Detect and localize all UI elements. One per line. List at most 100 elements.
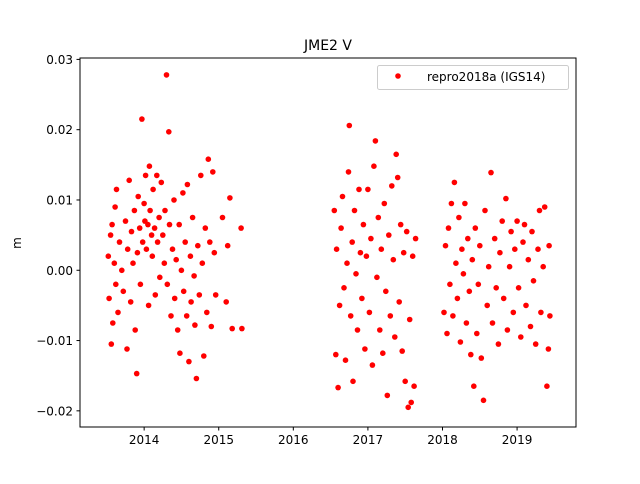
- data-point: [475, 281, 482, 288]
- data-point: [396, 299, 403, 305]
- y-tick-label: 0.00: [46, 264, 73, 278]
- data-point: [174, 327, 181, 333]
- data-point: [441, 309, 447, 316]
- data-point: [442, 242, 449, 249]
- data-point: [189, 214, 196, 221]
- data-point: [333, 246, 340, 252]
- data-point: [239, 325, 245, 332]
- data-point: [120, 288, 127, 295]
- data-point: [134, 249, 141, 256]
- data-point: [124, 346, 130, 352]
- data-point: [349, 239, 356, 245]
- data-point: [357, 249, 364, 256]
- data-point: [412, 235, 419, 242]
- data-point: [109, 221, 115, 228]
- data-point: [372, 138, 379, 144]
- data-point: [180, 288, 187, 295]
- data-point: [538, 309, 544, 316]
- data-point: [204, 309, 210, 316]
- y-tick-label: 0.03: [46, 53, 73, 67]
- data-point: [191, 273, 197, 279]
- data-point: [512, 246, 518, 252]
- data-point: [387, 313, 394, 319]
- data-point: [171, 197, 177, 203]
- data-point: [451, 179, 458, 186]
- data-point: [166, 129, 172, 135]
- data-point: [211, 249, 218, 256]
- data-point: [105, 253, 112, 259]
- data-point: [444, 330, 450, 337]
- data-point: [188, 299, 194, 305]
- data-point: [229, 325, 235, 332]
- data-point: [187, 253, 194, 259]
- data-point: [363, 253, 370, 259]
- data-point: [530, 278, 537, 284]
- data-point: [460, 271, 467, 277]
- x-axis-ticks: 2014 2015 2016 2017 2018 2019: [129, 427, 532, 447]
- data-point: [447, 281, 453, 288]
- data-point: [224, 242, 231, 249]
- data-point: [192, 322, 198, 328]
- data-point: [377, 327, 383, 333]
- data-point: [110, 320, 116, 326]
- data-point: [107, 232, 114, 238]
- data-point: [457, 339, 464, 345]
- legend-label: repro2018a (IGS14): [427, 70, 545, 84]
- data-point: [115, 309, 121, 316]
- y-tick-label: −0.02: [36, 404, 73, 418]
- data-point: [485, 263, 492, 270]
- data-point: [119, 267, 125, 274]
- data-point: [196, 292, 203, 298]
- data-point: [162, 207, 168, 214]
- data-point: [406, 316, 413, 323]
- data-point: [503, 195, 509, 202]
- data-point: [468, 351, 474, 358]
- data-point: [365, 186, 371, 193]
- data-point: [205, 156, 212, 162]
- data-point: [135, 193, 141, 200]
- data-point: [399, 348, 406, 354]
- data-point: [462, 200, 468, 207]
- data-point: [540, 263, 546, 270]
- data-point: [380, 350, 386, 357]
- data-point: [154, 239, 161, 245]
- data-point: [168, 313, 174, 319]
- data-point: [169, 246, 176, 252]
- data-point: [208, 323, 215, 330]
- data-point: [368, 235, 374, 242]
- data-point: [500, 295, 507, 302]
- data-point: [128, 228, 135, 235]
- data-point: [384, 392, 391, 399]
- data-point: [131, 207, 138, 214]
- data-point: [130, 260, 136, 267]
- data-point: [178, 267, 185, 274]
- data-point: [448, 200, 455, 207]
- data-point: [445, 225, 452, 231]
- x-tick-label: 2015: [203, 433, 234, 447]
- data-point: [122, 218, 129, 224]
- data-point: [219, 214, 226, 221]
- data-point: [409, 253, 416, 259]
- x-tick-label: 2016: [278, 433, 309, 447]
- data-point: [515, 285, 522, 291]
- data-point: [393, 151, 400, 158]
- data-point: [359, 295, 365, 302]
- data-point: [345, 169, 352, 175]
- data-point: [351, 207, 358, 214]
- data-point: [347, 313, 354, 319]
- data-point: [152, 292, 159, 298]
- data-point: [145, 221, 151, 228]
- chart-title: JME2 V: [303, 38, 352, 54]
- data-point: [463, 320, 470, 326]
- data-point: [176, 221, 182, 228]
- data-point: [202, 225, 209, 231]
- data-point: [151, 225, 158, 231]
- data-point: [139, 116, 145, 122]
- data-point: [154, 172, 160, 179]
- data-point: [186, 358, 192, 365]
- data-point: [157, 274, 163, 281]
- data-point: [112, 204, 118, 210]
- data-point: [183, 313, 190, 319]
- data-point: [132, 327, 138, 333]
- data-point: [111, 260, 118, 267]
